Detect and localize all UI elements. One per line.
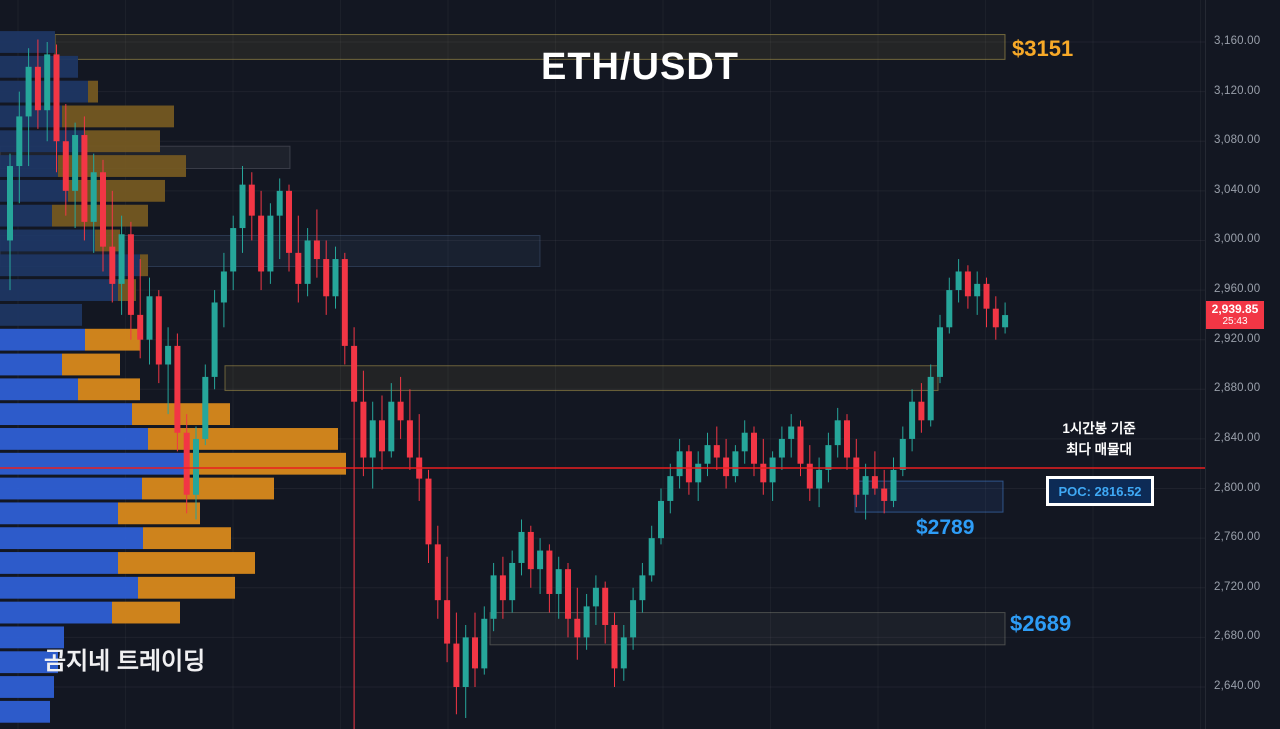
price-axis-label: 3,160.00: [1214, 35, 1261, 47]
price-axis-label: 2,720.00: [1214, 580, 1261, 593]
current-price-value: 2,939.85: [1211, 302, 1259, 317]
price-axis-label: 2,760.00: [1214, 531, 1261, 544]
annotation-line-1: 1시간봉 기준: [1062, 421, 1136, 436]
poc-label-text: POC: 2816.52: [1058, 483, 1142, 499]
price-axis-label: 3,040.00: [1214, 183, 1261, 196]
price-axis-label: 2,680.00: [1214, 630, 1261, 643]
watermark-text: 곰지네 트레이딩: [44, 648, 206, 675]
price-axis-label: 2,960.00: [1214, 283, 1261, 296]
price-axis-label: 3,080.00: [1214, 134, 1261, 147]
price-axis-label: 2,840.00: [1214, 431, 1261, 444]
demand-zone-label-2789[interactable]: $2789: [916, 516, 975, 539]
price-axis[interactable]: 2,939.85 25:43 3,160.00 3,120.00 3,080.00 3…: [1205, 0, 1280, 729]
annotation-line-2: 최다 매물대: [1066, 442, 1132, 457]
price-axis-label: 2,800.00: [1214, 481, 1261, 494]
candle-countdown: 25:43: [1222, 316, 1248, 328]
price-axis-label: 2,880.00: [1214, 382, 1261, 395]
price-axis-label: 3,120.00: [1214, 84, 1261, 97]
poc-label[interactable]: POC: 2816.52: [1046, 476, 1154, 506]
supply-zone-label-3151[interactable]: $3151: [1012, 36, 1074, 61]
symbol-title: ETH/USDT: [541, 46, 739, 88]
price-axis-label: 2,920.00: [1214, 332, 1261, 345]
demand-zone-label-2689[interactable]: $2689: [1010, 611, 1072, 636]
chart-canvas[interactable]: [0, 0, 1205, 729]
price-axis-label: 2,640.00: [1214, 679, 1261, 692]
current-price-tag: 2,939.85 25:43: [1206, 301, 1264, 330]
annotation-note: 1시간봉 기준 최다 매물대: [1040, 418, 1158, 460]
price-axis-label: 3,000.00: [1214, 233, 1261, 246]
